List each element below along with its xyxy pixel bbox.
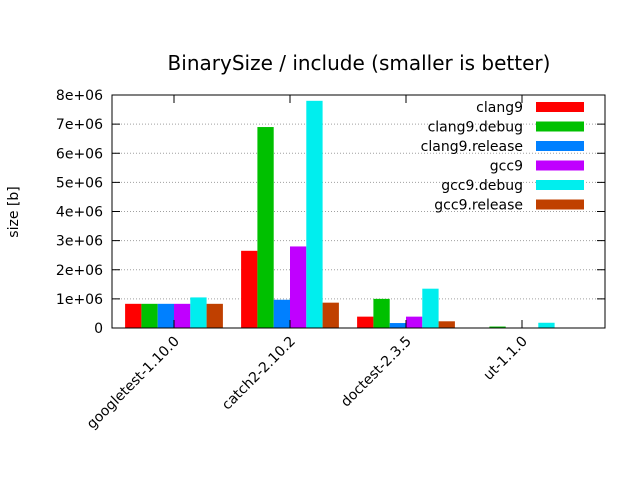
x-tick-label: doctest-2.3.5 bbox=[338, 334, 415, 411]
y-tick-label: 1e+06 bbox=[56, 292, 103, 308]
bar bbox=[438, 321, 455, 328]
legend-label: clang9.release bbox=[421, 139, 523, 155]
bar bbox=[273, 299, 290, 328]
y-tick-label: 4e+06 bbox=[56, 205, 103, 221]
legend-swatch bbox=[536, 102, 584, 112]
x-tick-label: googletest-1.10.0 bbox=[84, 334, 183, 433]
bar bbox=[174, 303, 191, 328]
legend-swatch bbox=[536, 199, 584, 210]
bar bbox=[489, 326, 506, 328]
legend-swatch bbox=[536, 121, 584, 132]
legend-label: gcc9.debug bbox=[441, 178, 523, 194]
y-tick-label: 6e+06 bbox=[56, 146, 103, 162]
x-tick-label: ut-1.1.0 bbox=[481, 334, 531, 384]
bars bbox=[125, 100, 555, 328]
legend-swatch bbox=[536, 160, 584, 171]
y-tick-label: 2e+06 bbox=[56, 263, 103, 279]
x-tick-label: catch2-2.10.2 bbox=[219, 334, 299, 414]
y-tick-label: 8e+06 bbox=[56, 88, 103, 104]
bar bbox=[538, 322, 555, 328]
bar bbox=[422, 288, 439, 328]
y-axis-label: size [b] bbox=[6, 186, 22, 237]
bar bbox=[357, 316, 374, 328]
bar bbox=[141, 303, 158, 328]
bar bbox=[157, 303, 174, 328]
plot-border bbox=[111, 94, 606, 329]
legend-swatch bbox=[536, 141, 584, 151]
bar bbox=[206, 303, 223, 328]
y-tick-label: 0 bbox=[94, 321, 103, 337]
bar bbox=[190, 297, 207, 328]
bar bbox=[389, 323, 406, 328]
bar bbox=[125, 303, 142, 328]
bar bbox=[306, 100, 323, 328]
bar bbox=[257, 127, 274, 328]
chart-title: BinarySize / include (smaller is better) bbox=[168, 51, 551, 75]
legend-swatch bbox=[536, 180, 584, 190]
bar bbox=[290, 246, 307, 328]
grid-lines bbox=[112, 123, 605, 300]
bar bbox=[406, 316, 423, 328]
y-tick-label: 3e+06 bbox=[56, 234, 103, 250]
y-tick-label: 7e+06 bbox=[56, 117, 103, 133]
legend-label: gcc9.release bbox=[434, 198, 523, 214]
bar bbox=[373, 298, 390, 328]
bar bbox=[322, 302, 339, 328]
legend-label: clang9.debug bbox=[428, 120, 523, 136]
legend: clang9 clang9.debug clang9.release gcc9 gcc9… bbox=[421, 100, 584, 214]
legend-label: gcc9 bbox=[490, 159, 523, 175]
legend-label: clang9 bbox=[476, 100, 523, 116]
bar bbox=[241, 250, 258, 328]
y-tick-label: 5e+06 bbox=[56, 175, 103, 191]
